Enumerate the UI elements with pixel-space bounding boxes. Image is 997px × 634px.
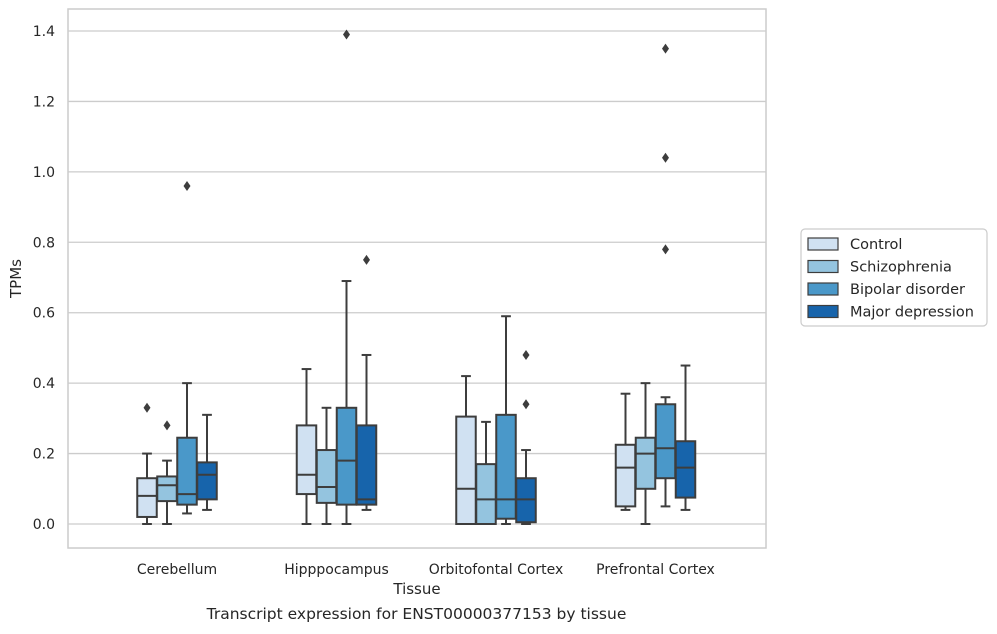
box-control bbox=[455, 375, 477, 526]
outlier-point bbox=[163, 420, 171, 431]
box-iqr bbox=[654, 403, 677, 480]
outlier-point bbox=[662, 244, 669, 255]
outlier-point bbox=[143, 402, 151, 413]
x-tick-label: Orbitofontal Cortex bbox=[429, 562, 564, 578]
y-tick-label: 0.4 bbox=[33, 376, 55, 392]
box-schizophrenia bbox=[315, 406, 338, 525]
box-iqr bbox=[136, 477, 158, 518]
x-tick-label: Cerebellum bbox=[137, 562, 217, 578]
x-axis-ticks: Cerebellum Hipppocampus Orbitofontal Corte… bbox=[137, 562, 715, 578]
box-bipolar-disorder bbox=[335, 29, 358, 525]
legend-entry-label: Control bbox=[850, 237, 902, 253]
box-iqr bbox=[156, 475, 178, 503]
y-tick-label: 1.0 bbox=[33, 165, 55, 181]
box-iqr bbox=[315, 449, 338, 504]
box-schizophrenia bbox=[156, 420, 178, 525]
y-tick-label: 0.0 bbox=[33, 517, 55, 533]
outlier-point bbox=[662, 152, 669, 163]
outlier-point bbox=[522, 399, 530, 410]
box-schizophrenia bbox=[634, 382, 657, 525]
box-iqr bbox=[634, 436, 657, 490]
box-major-depression bbox=[674, 364, 697, 511]
legend-swatch bbox=[807, 304, 839, 319]
plot-area-frame bbox=[67, 8, 767, 549]
box-iqr bbox=[614, 443, 637, 508]
box-major-depression bbox=[196, 413, 218, 511]
x-tick-label: Hipppocampus bbox=[284, 562, 389, 578]
outlier-point bbox=[183, 180, 191, 191]
box-control bbox=[136, 402, 158, 525]
outlier-point bbox=[662, 43, 669, 54]
outlier-point bbox=[363, 254, 370, 265]
x-tick-label: Prefrontal Cortex bbox=[596, 562, 715, 578]
box-iqr bbox=[355, 424, 378, 506]
legend-swatch bbox=[807, 237, 839, 251]
box-major-depression bbox=[355, 254, 378, 511]
legend-swatch bbox=[807, 259, 839, 274]
x-axis-label: Tissue bbox=[392, 580, 440, 598]
legend-entry-label: Schizophrenia bbox=[850, 260, 952, 276]
y-tick-label: 1.2 bbox=[33, 94, 55, 110]
y-tick-label: 0.6 bbox=[33, 306, 55, 322]
box-iqr bbox=[335, 406, 358, 506]
box-iqr bbox=[674, 440, 697, 499]
y-tick-label: 0.8 bbox=[33, 235, 55, 251]
box-iqr bbox=[295, 424, 318, 496]
legend: Control Schizophrenia Bipolar disorder Majo… bbox=[800, 228, 988, 327]
box-iqr bbox=[495, 413, 517, 520]
y-tick-label: 0.2 bbox=[33, 447, 55, 463]
legend-entry-label: Major depression bbox=[850, 305, 974, 321]
box-bipolar-disorder bbox=[495, 315, 517, 525]
y-tick-label: 1.4 bbox=[33, 24, 55, 40]
outlier-point bbox=[343, 29, 350, 40]
box-control bbox=[614, 392, 637, 511]
legend-entry-label: Bipolar disorder bbox=[850, 282, 965, 298]
box-iqr bbox=[455, 415, 477, 526]
box-control bbox=[295, 368, 318, 525]
legend-swatch bbox=[807, 282, 839, 296]
y-axis-ticks: 0.0 0.2 0.4 0.6 0.8 1.0 1.2 1.4 bbox=[33, 24, 55, 533]
box-plots bbox=[136, 29, 697, 526]
figure-caption: Transcript expression for ENST0000037715… bbox=[206, 605, 627, 623]
box-major-depression bbox=[515, 349, 537, 525]
outlier-point bbox=[522, 349, 530, 360]
box-bipolar-disorder bbox=[654, 43, 677, 508]
box-iqr bbox=[196, 461, 218, 501]
box-iqr bbox=[475, 463, 497, 525]
y-axis-label: TPMs bbox=[7, 259, 25, 299]
box-bipolar-disorder bbox=[176, 180, 198, 515]
legend-frame bbox=[800, 228, 988, 327]
box-schizophrenia bbox=[475, 420, 497, 525]
